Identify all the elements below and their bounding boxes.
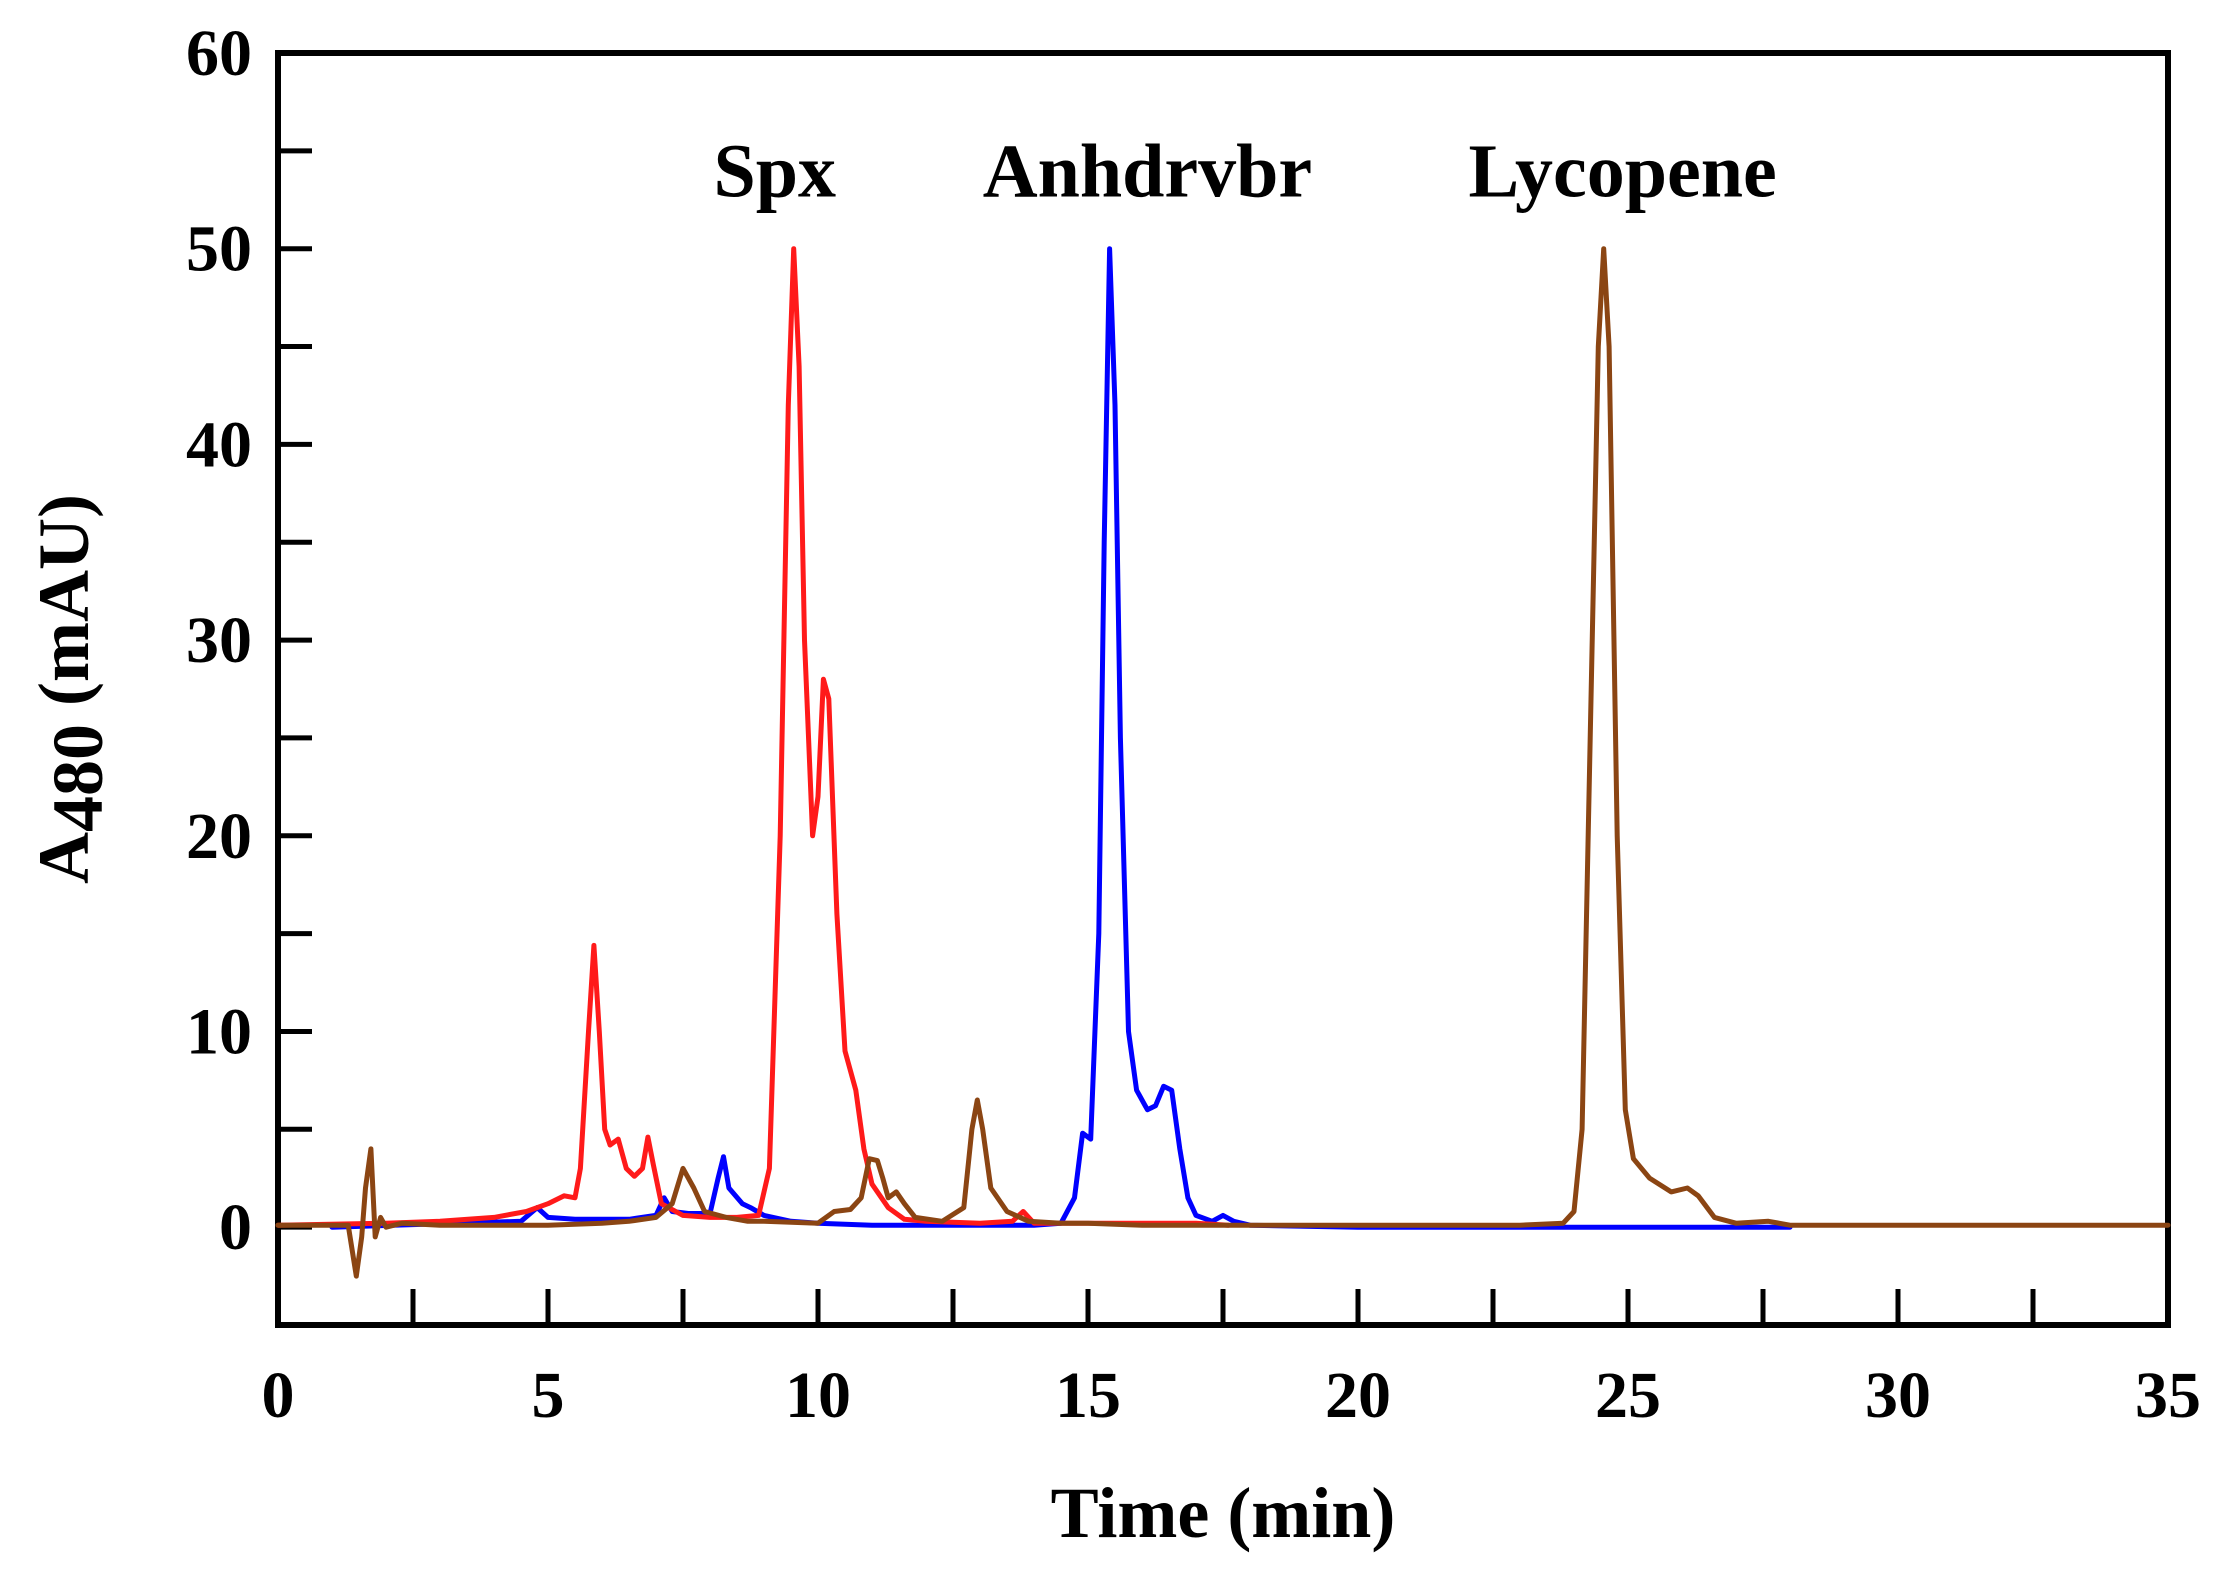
y-axis-ticks: 0 10 20 30 40 50 60 <box>186 17 312 1328</box>
series-line-2 <box>329 246 1793 1230</box>
peak-label-2: Anhdrvbr <box>983 129 1312 213</box>
y-tick-label: 50 <box>186 213 252 286</box>
x-tick-label: 5 <box>532 1359 565 1432</box>
x-tick-label: 30 <box>1865 1359 1931 1432</box>
peak-label-3: Lycopene <box>1468 129 1776 213</box>
y-axis-title-subscript: 480 <box>38 724 118 832</box>
series-line-1 <box>275 246 1231 1228</box>
plot-frame <box>275 50 2171 1328</box>
x-axis-title: Time (min) <box>1051 1473 1396 1553</box>
y-axis-title-main: A <box>24 832 104 884</box>
x-tick-label: 25 <box>1595 1359 1661 1432</box>
x-tick-label: 15 <box>1055 1359 1121 1432</box>
x-tick-label: 0 <box>262 1359 295 1432</box>
x-tick-label: 35 <box>2135 1359 2201 1432</box>
series-line-3 <box>275 246 2171 1279</box>
x-tick-label: 20 <box>1325 1359 1391 1432</box>
y-tick-label: 30 <box>186 604 252 677</box>
peak-annotations: Spx Anhdrvbr Lycopene <box>714 129 1777 213</box>
y-tick-label: 40 <box>186 408 252 481</box>
y-axis-title-unit: (mAU) <box>24 494 104 724</box>
y-tick-label: 10 <box>186 995 252 1068</box>
y-tick-label: 0 <box>219 1191 252 1264</box>
series-layer <box>275 246 2171 1279</box>
x-tick-label: 10 <box>785 1359 851 1432</box>
y-axis-title: A480 (mAU) <box>24 494 118 884</box>
peak-label-1: Spx <box>714 129 837 213</box>
x-axis-ticks: 0 5 10 15 20 25 30 35 <box>262 1289 2201 1432</box>
y-tick-label: 60 <box>186 17 252 90</box>
y-tick-label: 20 <box>186 800 252 873</box>
